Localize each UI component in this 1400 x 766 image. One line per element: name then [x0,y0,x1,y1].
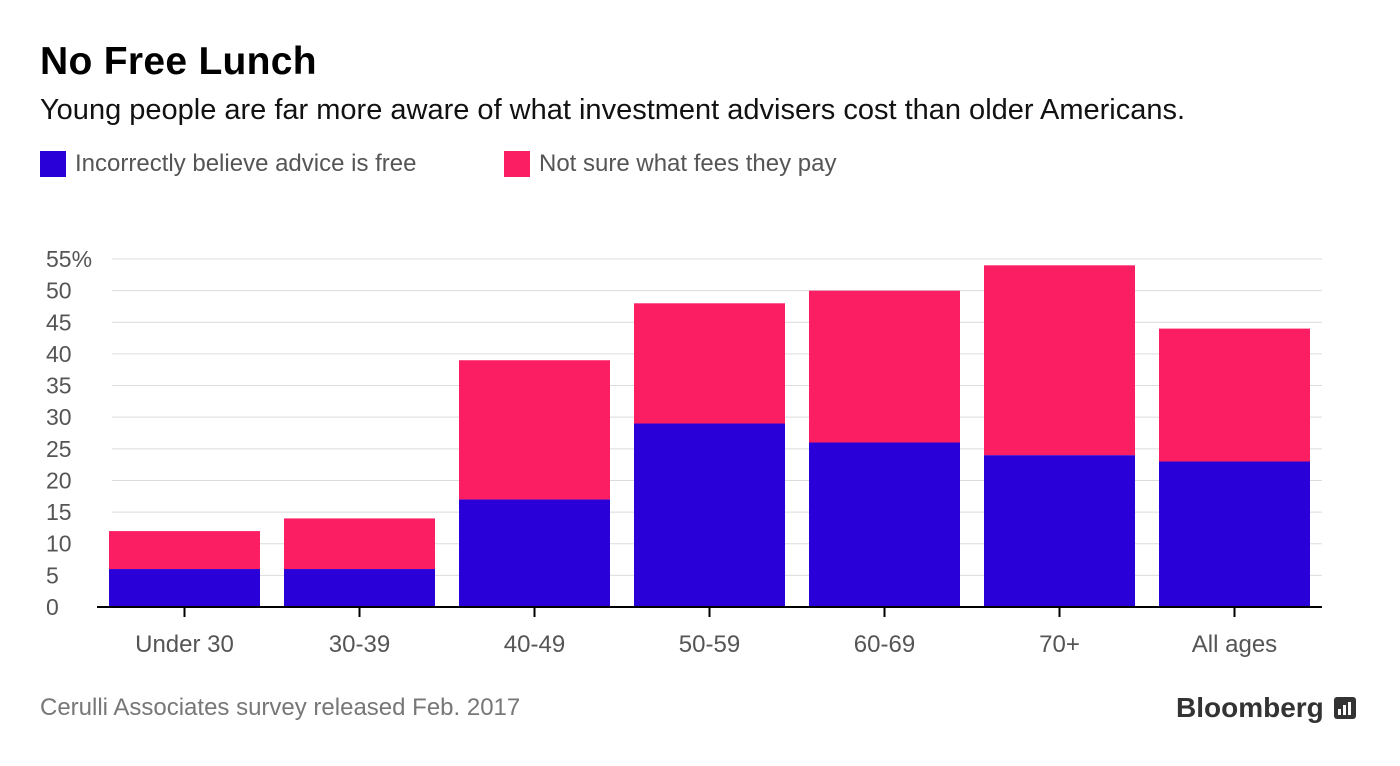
x-tick-label: Under 30 [135,631,234,658]
bar-not-sure-1 [284,518,435,570]
bar-free-6 [1159,461,1310,607]
legend-swatch-free [40,151,66,177]
y-tick-label: 35 [46,373,72,399]
bar-not-sure-3 [634,303,785,424]
bar-free-0 [109,569,260,607]
y-tick-label: 45 [46,309,72,335]
legend-label-not-sure: Not sure what fees they pay [539,150,837,177]
y-tick-label: 20 [46,467,72,493]
bar-not-sure-0 [109,531,260,570]
brand-name: Bloomberg [1176,692,1324,723]
x-tick-label: All ages [1192,631,1277,658]
x-tick-label: 60-69 [854,631,915,658]
x-tick-label: 70+ [1039,631,1080,658]
y-tick-label: 55% [46,246,92,272]
legend-item-free: Incorrectly believe advice is free [40,150,416,178]
y-tick-label: 10 [46,531,72,557]
bar-free-1 [284,569,435,607]
legend-swatch-not-sure [504,151,530,177]
bar-not-sure-4 [809,290,960,443]
bars [109,265,1310,607]
y-tick-label: 5 [46,562,59,588]
chart-title: No Free Lunch [40,40,317,83]
bar-free-3 [634,423,785,607]
x-tick-label: 30-39 [329,631,390,658]
bar-free-4 [809,442,960,607]
y-tick-label: 0 [46,594,59,620]
y-tick-label: 15 [46,499,72,525]
bar-not-sure-6 [1159,328,1310,462]
bar-not-sure-5 [984,265,1135,456]
y-tick-label: 40 [46,341,72,367]
x-tick-label: 50-59 [679,631,740,658]
bar-free-5 [984,455,1135,607]
bar-free-2 [459,499,610,607]
brand-logo: Bloomberg [1176,692,1356,724]
legend-label-free: Incorrectly believe advice is free [75,150,417,177]
y-axis-tick-labels: 0 5 10 15 20 25 30 35 40 45 50 55% [46,246,92,620]
x-tick-label: 40-49 [504,631,565,658]
bloomberg-chart-icon [1333,697,1356,719]
y-tick-label: 30 [46,404,72,430]
bar-not-sure-2 [459,360,610,500]
chart-subtitle: Young people are far more aware of what … [40,94,1186,126]
y-tick-label: 50 [46,278,72,304]
y-tick-label: 25 [46,436,72,462]
legend-item-not-sure: Not sure what fees they pay [504,150,837,178]
x-axis-ticks: Under 30 30-39 40-49 50-59 60-69 70+ All ages [135,607,1277,658]
source-note: Cerulli Associates survey released Feb. … [40,694,521,721]
